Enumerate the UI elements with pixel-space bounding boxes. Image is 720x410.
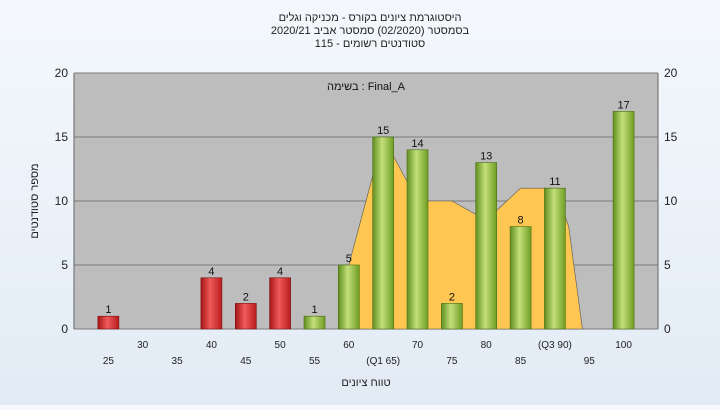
x-tick-45: 45 [240, 356, 252, 367]
bar-label-65: 15 [377, 125, 389, 137]
chart-title: היסטוגרמת ציונים בקורס - מכניקה וגלים בס… [271, 11, 470, 50]
x-tick-95: 95 [584, 356, 596, 367]
x-axis-label: טווח ציונים [341, 377, 390, 389]
x-tick-55: 55 [309, 356, 321, 367]
bar-label-40: 4 [208, 266, 214, 278]
bar-label-55: 1 [311, 304, 317, 316]
bar-label-80: 13 [480, 151, 492, 163]
bar-55 [303, 315, 326, 330]
x-tick-70: 70 [412, 340, 424, 351]
y-tick-left-0: 0 [61, 322, 68, 336]
y-tick-right-20: 20 [664, 66, 678, 80]
y-tick-left-5: 5 [61, 258, 68, 272]
x-tick-50: 50 [275, 340, 287, 351]
bar-50 [269, 277, 291, 330]
x-tick-30: 30 [137, 340, 149, 351]
y-tick-left-20: 20 [55, 66, 69, 80]
y-tick-left-10: 10 [55, 194, 69, 208]
x-tick-65: (Q1 65) [366, 356, 400, 367]
chart-title-line-2: בסמסטר (02/2020) סמסטר אביב 2020/21 [271, 25, 470, 37]
x-axis: 25 30 35 40 45 50 55 60 (Q1 65) 70 75 80 85 (Q3 90) 95… [103, 340, 633, 367]
bar-85 [509, 226, 532, 330]
bar-label-85: 8 [518, 215, 524, 227]
bar-label-70: 14 [411, 138, 423, 150]
chart-title-line-1: היסטוגרמת ציונים בקורס - מכניקה וגלים [279, 11, 462, 24]
bar-80 [475, 162, 498, 330]
y-tick-right-10: 10 [664, 194, 678, 208]
bar-label-45: 2 [243, 291, 249, 303]
bar-label-75: 2 [449, 291, 455, 303]
y-tick-right-0: 0 [664, 322, 671, 336]
y-tick-right-15: 15 [664, 130, 678, 144]
y-tick-right-5: 5 [664, 258, 671, 272]
bar-75 [441, 303, 463, 330]
bar-60 [337, 264, 360, 330]
bar-25 [97, 315, 120, 330]
bars-layer [97, 111, 635, 330]
x-tick-60: 60 [343, 340, 355, 351]
bar-label-25: 1 [105, 304, 111, 316]
y-axis-right: 0 5 10 15 20 [664, 66, 678, 336]
x-tick-90: (Q3 90) [538, 340, 572, 351]
chart-annotation: בשימה : Final_A [327, 81, 406, 93]
bar-40 [200, 277, 223, 330]
x-tick-75: 75 [446, 356, 458, 367]
y-axis-left: 0 5 10 15 20 [55, 66, 69, 336]
bar-100 [612, 111, 635, 330]
x-tick-40: 40 [206, 340, 218, 351]
bar-label-90: 11 [549, 176, 560, 188]
bar-label-50: 4 [277, 266, 283, 278]
x-tick-85: 85 [515, 356, 527, 367]
x-tick-35: 35 [172, 356, 184, 367]
bar-70 [406, 149, 429, 330]
bar-label-60: 5 [346, 253, 352, 265]
x-tick-100: 100 [615, 340, 632, 351]
bar-90 [544, 187, 566, 330]
bar-label-100: 17 [617, 99, 629, 111]
bar-45 [235, 303, 257, 330]
x-tick-25: 25 [103, 356, 115, 367]
y-tick-left-15: 15 [55, 130, 69, 144]
x-tick-80: 80 [481, 340, 493, 351]
bar-65 [372, 136, 395, 330]
chart-title-line-3: סטודנטים רשומים - 115 [315, 38, 426, 50]
y-axis-label: מספר סטודנטים [29, 163, 41, 238]
